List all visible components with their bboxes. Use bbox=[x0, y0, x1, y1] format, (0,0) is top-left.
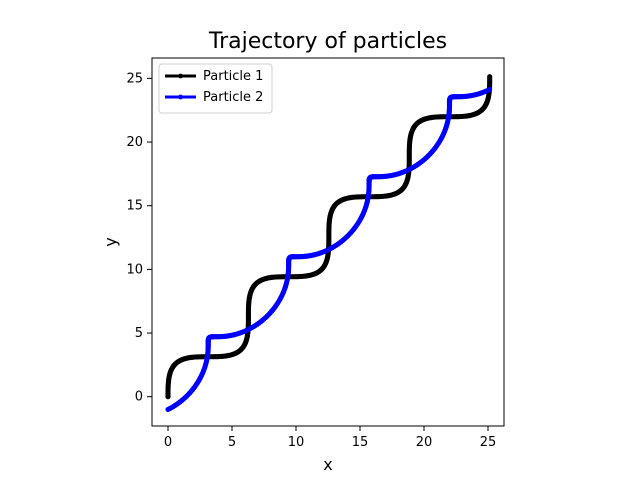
x-tick-label-3: 15 bbox=[352, 435, 369, 450]
y-axis-label: y bbox=[101, 237, 120, 246]
x-tick-label-1: 5 bbox=[228, 435, 236, 450]
legend-marker-particle-2 bbox=[178, 94, 183, 100]
x-tick-label-4: 20 bbox=[416, 435, 433, 450]
legend-label-particle-2: Particle 2 bbox=[203, 90, 263, 105]
y-tick-label-2: 10 bbox=[126, 262, 143, 277]
series-2 bbox=[165, 86, 493, 413]
series-layer bbox=[165, 74, 493, 413]
x-axis-label: x bbox=[323, 455, 332, 474]
x-tick-label-2: 10 bbox=[288, 435, 305, 450]
plot-frame bbox=[151, 57, 505, 427]
x-tick-label-0: 0 bbox=[164, 435, 172, 450]
legend: Particle 1 Particle 2 bbox=[158, 63, 273, 114]
chart-title: Trajectory of particles bbox=[208, 29, 447, 54]
legend-label-particle-1: Particle 1 bbox=[203, 69, 263, 84]
y-tick-label-0: 0 bbox=[135, 390, 143, 405]
y-tick-label-5: 25 bbox=[126, 71, 143, 86]
y-tick-label-4: 20 bbox=[126, 135, 143, 150]
series-1 bbox=[165, 74, 493, 400]
axis-ticks: 0 5 10 15 20 25 0 5 10 15 20 25 bbox=[126, 71, 496, 450]
legend-marker-particle-1 bbox=[178, 73, 183, 79]
series-2-point-360 bbox=[487, 86, 493, 93]
series-1-point-360 bbox=[487, 74, 493, 80]
x-tick-label-5: 25 bbox=[480, 435, 497, 450]
y-tick-label-1: 5 bbox=[135, 326, 143, 341]
y-tick-label-3: 15 bbox=[126, 199, 143, 214]
